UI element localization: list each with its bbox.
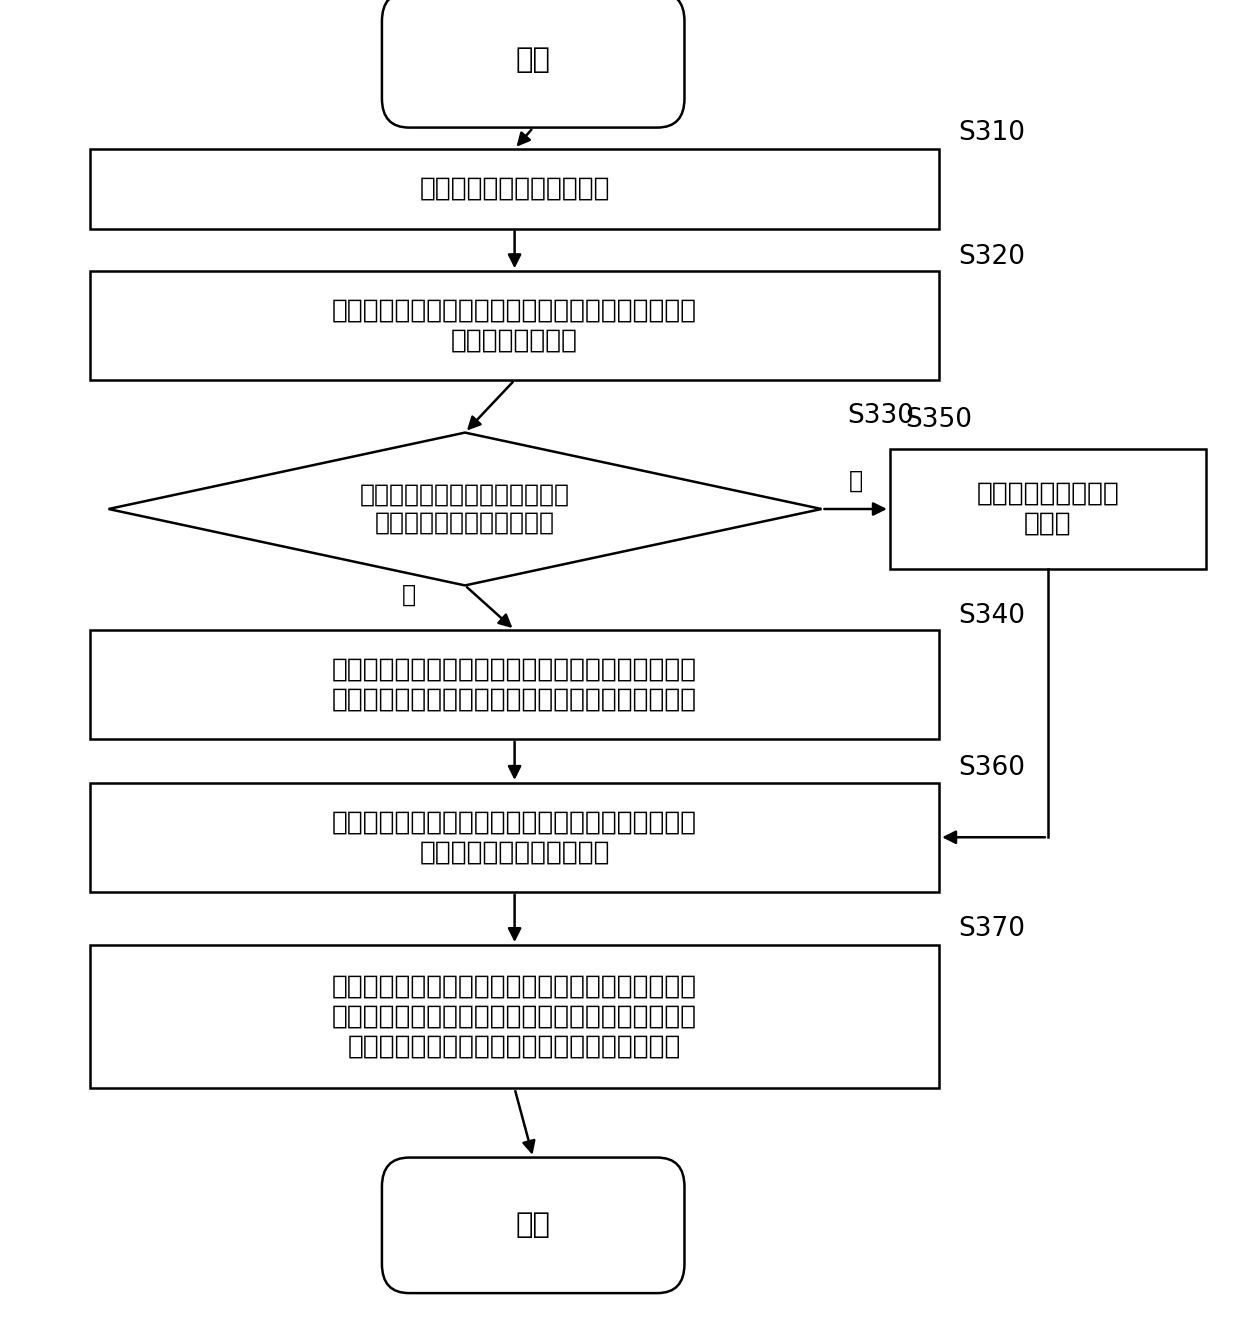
Text: 否: 否 [848,469,863,493]
FancyBboxPatch shape [382,1158,684,1293]
Text: S350: S350 [905,407,972,433]
Text: S310: S310 [959,120,1025,146]
Text: 缓存获取到的所述同
步消息: 缓存获取到的所述同 步消息 [976,481,1120,537]
Text: 结束: 结束 [516,1211,551,1240]
Text: 获取所述消息队列中的同步消息，该同步消息携带数
据信息的基本信息: 获取所述消息队列中的同步消息，该同步消息携带数 据信息的基本信息 [332,298,697,354]
Text: 是: 是 [402,582,417,606]
Text: S370: S370 [959,916,1025,942]
Text: 开始: 开始 [516,45,551,74]
Bar [89,271,940,380]
Text: 根据从所述预设缓存中获取的所述第一时间段内缓存
的所有同步消息，从所述第一系统批量获取每个所述
同步消息对应的数据信息，并执行数据同步操作: 根据从所述预设缓存中获取的所述第一时间段内缓存 的所有同步消息，从所述第一系统批… [332,974,697,1059]
Text: 确定预设缓存中是否已经缓存携
带相同基本信息的同步消息: 确定预设缓存中是否已经缓存携 带相同基本信息的同步消息 [360,484,570,534]
Bar [89,149,940,229]
Text: S330: S330 [847,403,914,429]
Text: 监听第一系统侧的消息队列: 监听第一系统侧的消息队列 [419,175,610,202]
Text: S360: S360 [959,755,1025,781]
Bar [890,449,1205,569]
Text: 每隔第一时间段，从所述预设缓存中获取所述第一时
间段中缓存的所有同步消息: 每隔第一时间段，从所述预设缓存中获取所述第一时 间段中缓存的所有同步消息 [332,809,697,865]
Bar [89,783,940,892]
Text: S340: S340 [959,602,1025,629]
FancyBboxPatch shape [382,0,684,128]
Polygon shape [109,433,821,585]
Bar [89,630,940,739]
Text: 舍弃获取到的所述同步消息或者使用获取到的所述同
步消息替换已经缓存的携带相同基本信息的同步消息: 舍弃获取到的所述同步消息或者使用获取到的所述同 步消息替换已经缓存的携带相同基本… [332,657,697,712]
Bar [89,945,940,1088]
Text: S320: S320 [959,243,1025,270]
